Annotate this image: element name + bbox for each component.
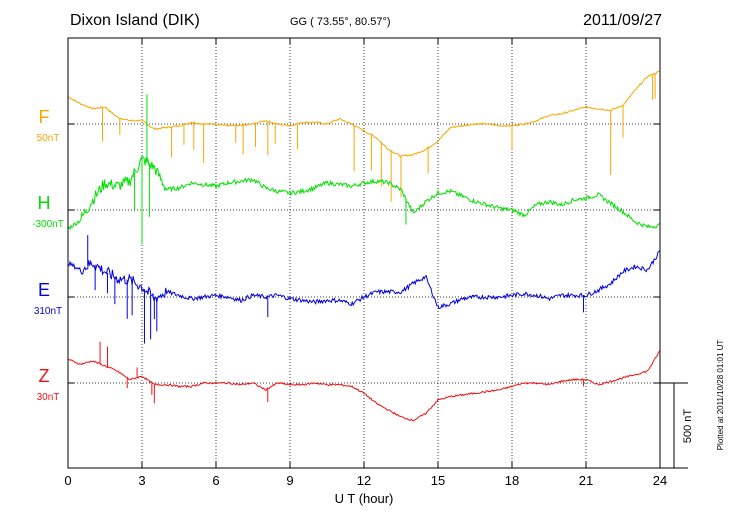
x-tick-label: 24: [653, 473, 667, 488]
series-z-line: [67, 350, 661, 422]
x-tick-label: 21: [579, 473, 593, 488]
x-tick-label: 9: [286, 473, 293, 488]
series-e-name: E: [38, 280, 50, 300]
x-axis-label: U T (hour): [335, 491, 394, 506]
series-layer: [67, 70, 661, 422]
x-tick-label: 6: [212, 473, 219, 488]
series-e-line: [67, 250, 661, 309]
series-f-name: F: [39, 107, 50, 127]
plot-date: 2011/09/27: [583, 12, 662, 29]
plot-frame: [67, 37, 661, 469]
grid: [68, 38, 660, 468]
plot-timestamp: Plotted at 2011/10/28 01:01 UT: [716, 340, 725, 451]
series-h-name: H: [38, 193, 51, 213]
series-h-baseline-label: -300nT: [32, 219, 64, 230]
series-f-line: [67, 70, 661, 158]
x-tick-label: 12: [357, 473, 371, 488]
x-tick-label: 3: [138, 473, 145, 488]
scale-bar-label: 500 nT: [682, 409, 694, 444]
x-tick-label: 18: [505, 473, 519, 488]
x-axis: 0 3 6 9 12 15 18 21 24: [64, 38, 667, 488]
series-labels: F 50nT H -300nT E 310nT Z 30nT: [32, 107, 64, 403]
station-coordinates: GG ( 73.55°, 80.57°): [290, 16, 391, 28]
series-e-baseline-label: 310nT: [34, 306, 62, 317]
scale-bar: 500 nT: [660, 382, 694, 469]
series-z-baseline-label: 30nT: [37, 392, 60, 403]
x-tick-label: 0: [64, 473, 71, 488]
series-h-line: [67, 154, 661, 231]
series-f-baseline-label: 50nT: [37, 133, 60, 144]
series-z-name: Z: [39, 366, 50, 386]
station-title: Dixon Island (DIK): [70, 12, 200, 29]
x-tick-label: 15: [431, 473, 445, 488]
